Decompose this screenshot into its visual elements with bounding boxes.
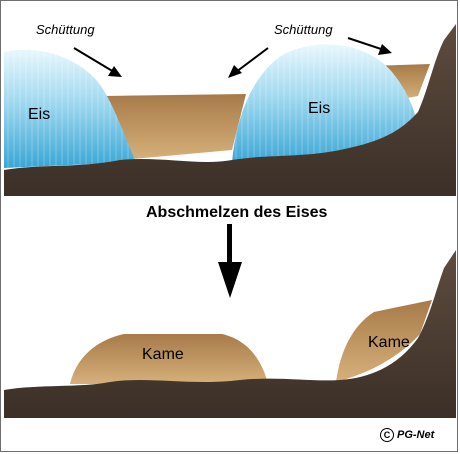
arrow-right-fill: [347, 37, 392, 55]
sediment-fill-top: [104, 94, 246, 160]
label-fill-left: Schüttung: [36, 22, 95, 37]
label-ice-left: Eis: [28, 106, 51, 123]
arrow-left-fill: [73, 47, 122, 77]
copyright-symbol: C: [380, 428, 394, 442]
label-fill-right: Schüttung: [274, 22, 333, 37]
copyright-notice: C PG-Net: [380, 428, 434, 442]
arrow-middle-fill: [228, 47, 269, 78]
label-ice-right: Eis: [308, 100, 331, 117]
label-kame-right: Kame: [368, 334, 410, 351]
bedrock-top: [4, 24, 456, 196]
kame-right: [336, 300, 432, 382]
bedrock-bottom: [4, 250, 456, 418]
arrow-down-melting: [218, 224, 242, 298]
kame-left: [70, 334, 268, 384]
copyright-text: PG-Net: [397, 429, 435, 441]
title-melting: Abschmelzen des Eises: [146, 204, 328, 221]
label-kame-left: Kame: [142, 346, 184, 363]
